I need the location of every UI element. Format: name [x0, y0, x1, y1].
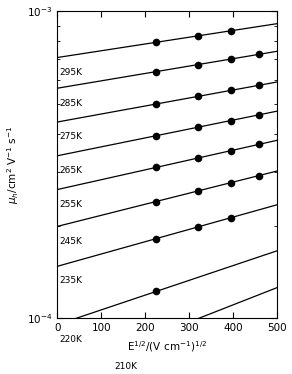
Y-axis label: $\mu_h$/cm$^2$ V$^{-1}$ s$^{-1}$: $\mu_h$/cm$^2$ V$^{-1}$ s$^{-1}$ — [6, 126, 21, 204]
Text: 220K: 220K — [60, 335, 82, 344]
Text: 245K: 245K — [60, 237, 82, 246]
Text: 235K: 235K — [60, 276, 83, 285]
Text: 285K: 285K — [60, 99, 83, 108]
Text: 210K: 210K — [114, 362, 137, 371]
Text: 265K: 265K — [60, 166, 83, 175]
Text: 295K: 295K — [60, 68, 83, 77]
X-axis label: E$^{1/2}$/(V cm$^{-1}$)$^{1/2}$: E$^{1/2}$/(V cm$^{-1}$)$^{1/2}$ — [127, 339, 207, 354]
Text: 255K: 255K — [60, 200, 83, 209]
Text: 275K: 275K — [60, 132, 83, 141]
